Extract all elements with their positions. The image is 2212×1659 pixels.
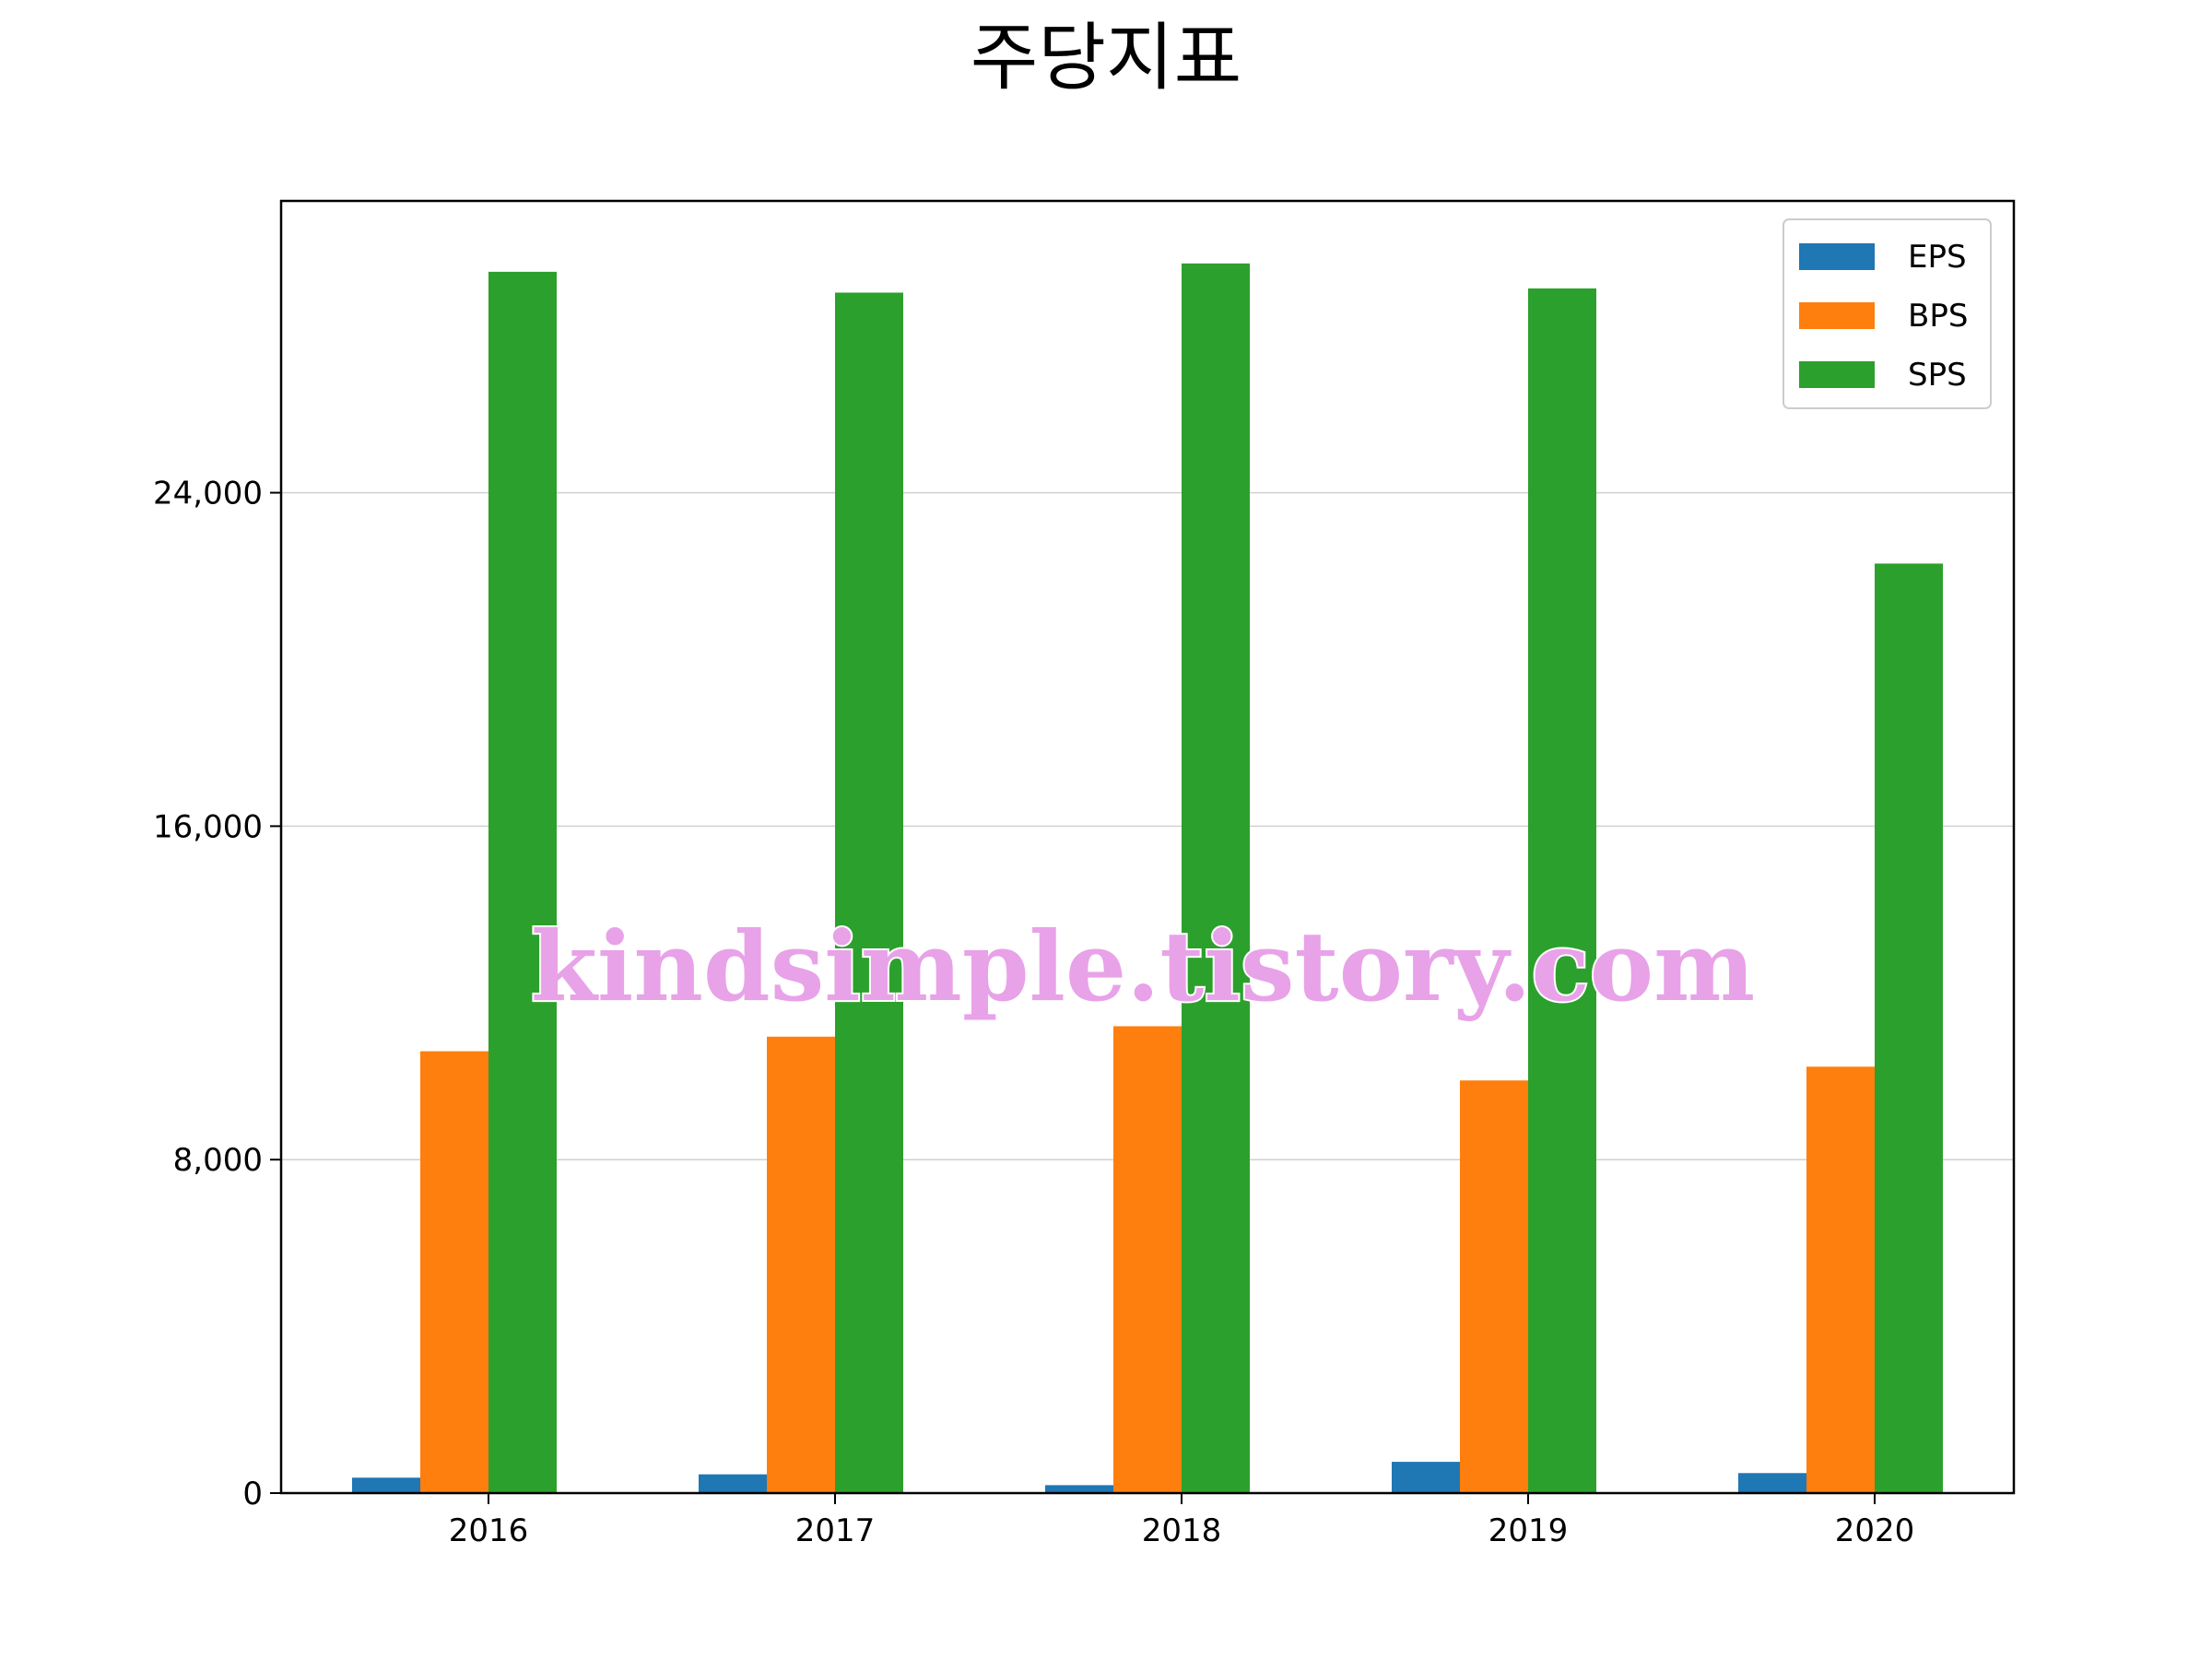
legend-swatch-eps bbox=[1799, 243, 1875, 270]
legend-label-eps: EPS bbox=[1908, 239, 1967, 276]
bar-eps-2017 bbox=[699, 1474, 767, 1493]
bar-sps-2020 bbox=[1875, 563, 1943, 1493]
plot-frame bbox=[279, 199, 2016, 1495]
x-tick-label: 2016 bbox=[449, 1512, 529, 1549]
bar-eps-2016 bbox=[352, 1477, 420, 1493]
y-tick-label: 16,000 bbox=[153, 808, 263, 845]
bar-eps-2018 bbox=[1045, 1485, 1113, 1493]
bars bbox=[352, 263, 1943, 1494]
legend-swatch-sps bbox=[1799, 361, 1875, 388]
bar-sps-2018 bbox=[1182, 263, 1250, 1493]
bar-sps-2019 bbox=[1528, 288, 1596, 1494]
y-tick-label: 24,000 bbox=[153, 476, 263, 512]
chart-title: 주당지표 bbox=[971, 15, 1241, 100]
bar-bps-2017 bbox=[767, 1036, 835, 1493]
axis-ticks: 0 8,000 16,000 24,000 2016 2017 2018 2019 2020 bbox=[153, 476, 1914, 1549]
y-tick-label: 0 bbox=[242, 1476, 263, 1512]
x-tick-label: 2019 bbox=[1488, 1512, 1569, 1549]
x-tick-label: 2020 bbox=[1835, 1512, 1915, 1549]
legend: EPS BPS SPS bbox=[1783, 218, 1992, 409]
bar-bps-2018 bbox=[1113, 1026, 1182, 1493]
legend-swatch-bps bbox=[1799, 302, 1875, 329]
bar-eps-2020 bbox=[1738, 1473, 1806, 1493]
y-tick-label: 8,000 bbox=[173, 1142, 263, 1179]
bar-eps-2019 bbox=[1392, 1462, 1460, 1493]
legend-label-sps: SPS bbox=[1908, 357, 1967, 394]
x-tick-label: 2017 bbox=[795, 1512, 876, 1549]
bar-sps-2017 bbox=[835, 292, 903, 1493]
bar-bps-2016 bbox=[420, 1051, 488, 1493]
bar-bps-2019 bbox=[1460, 1080, 1528, 1493]
legend-label-bps: BPS bbox=[1908, 298, 1968, 335]
x-tick-label: 2018 bbox=[1142, 1512, 1222, 1549]
bar-bps-2020 bbox=[1806, 1066, 1875, 1493]
watermark-text: kindsimple.tistory.com bbox=[531, 910, 1755, 1023]
bar-sps-2016 bbox=[488, 271, 557, 1493]
